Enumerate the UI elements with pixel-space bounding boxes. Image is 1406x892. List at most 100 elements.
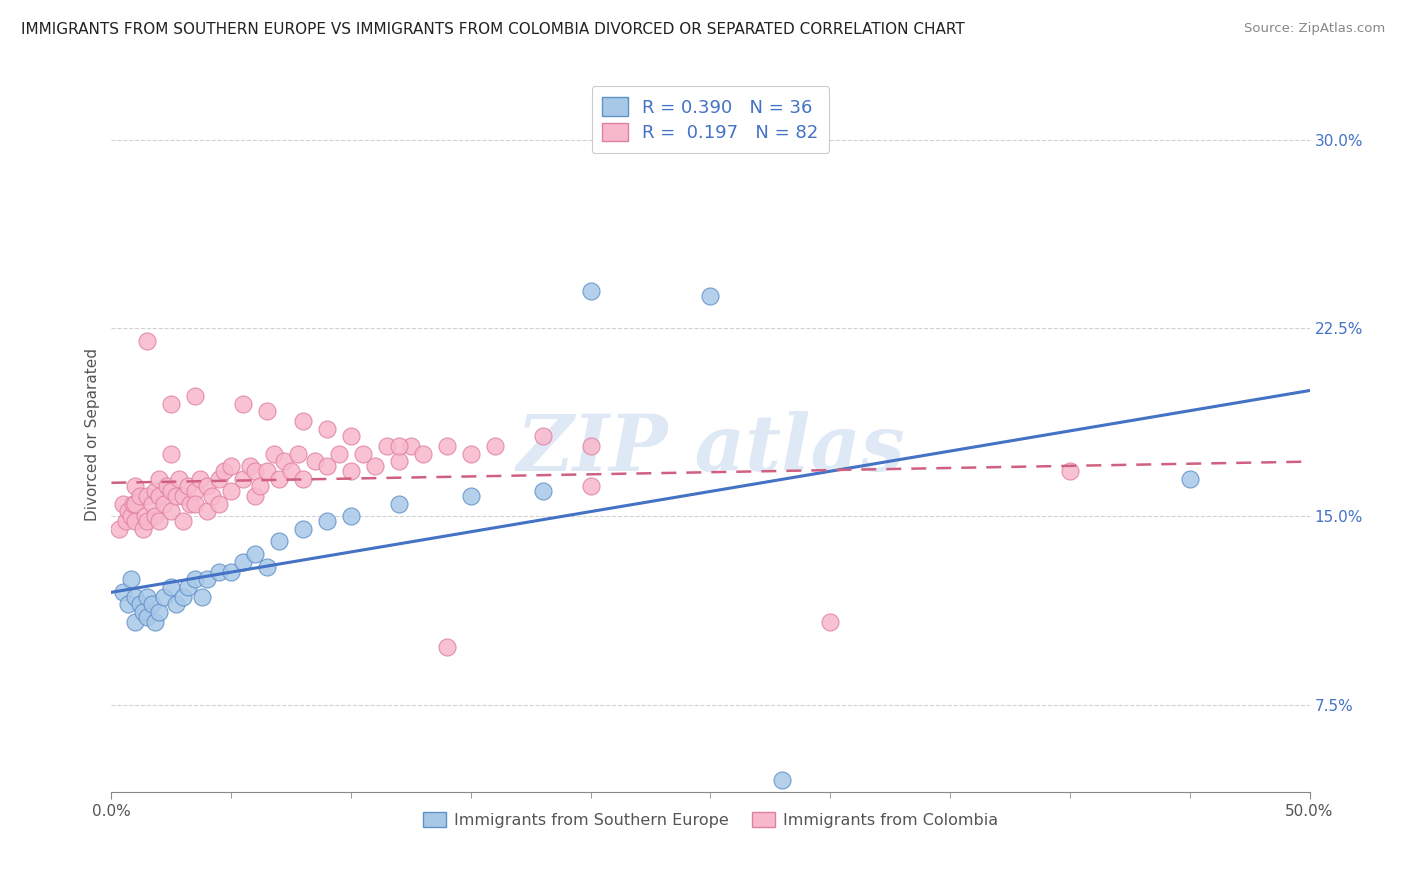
Point <box>160 504 183 518</box>
Point <box>364 459 387 474</box>
Point <box>316 421 339 435</box>
Point <box>239 459 262 474</box>
Point <box>112 497 135 511</box>
Point <box>263 447 285 461</box>
Point <box>160 447 183 461</box>
Point <box>120 509 142 524</box>
Point <box>148 472 170 486</box>
Point <box>153 497 176 511</box>
Point <box>328 447 350 461</box>
Point <box>184 572 207 586</box>
Point <box>124 497 146 511</box>
Point <box>177 479 200 493</box>
Point <box>1059 464 1081 478</box>
Point <box>316 515 339 529</box>
Point <box>165 489 187 503</box>
Point <box>232 472 254 486</box>
Point <box>256 464 278 478</box>
Point <box>212 464 235 478</box>
Point <box>256 404 278 418</box>
Point <box>124 479 146 493</box>
Point <box>177 580 200 594</box>
Text: ZIP atlas: ZIP atlas <box>516 411 905 487</box>
Point <box>117 504 139 518</box>
Point <box>167 472 190 486</box>
Point <box>195 504 218 518</box>
Point <box>153 590 176 604</box>
Point <box>120 572 142 586</box>
Point <box>131 605 153 619</box>
Point <box>269 534 291 549</box>
Point <box>129 597 152 611</box>
Point <box>256 559 278 574</box>
Point <box>316 459 339 474</box>
Point <box>243 464 266 478</box>
Point <box>579 439 602 453</box>
Point <box>148 515 170 529</box>
Point <box>436 439 458 453</box>
Point <box>143 484 166 499</box>
Point <box>208 565 231 579</box>
Point <box>340 429 363 443</box>
Point <box>219 565 242 579</box>
Point <box>136 590 159 604</box>
Point <box>136 489 159 503</box>
Point <box>124 590 146 604</box>
Point <box>160 580 183 594</box>
Point <box>531 429 554 443</box>
Point <box>460 447 482 461</box>
Point <box>141 497 163 511</box>
Point <box>117 597 139 611</box>
Point <box>292 414 315 428</box>
Legend: Immigrants from Southern Europe, Immigrants from Colombia: Immigrants from Southern Europe, Immigra… <box>416 806 1004 834</box>
Point <box>195 479 218 493</box>
Point <box>188 472 211 486</box>
Point <box>136 609 159 624</box>
Point <box>134 509 156 524</box>
Point <box>1178 472 1201 486</box>
Point <box>243 547 266 561</box>
Point <box>388 497 411 511</box>
Point <box>219 459 242 474</box>
Point <box>172 515 194 529</box>
Point <box>160 396 183 410</box>
Text: IMMIGRANTS FROM SOUTHERN EUROPE VS IMMIGRANTS FROM COLOMBIA DIVORCED OR SEPARATE: IMMIGRANTS FROM SOUTHERN EUROPE VS IMMIG… <box>21 22 965 37</box>
Point <box>141 597 163 611</box>
Point <box>124 515 146 529</box>
Point <box>340 509 363 524</box>
Point <box>388 454 411 468</box>
Point <box>273 454 295 468</box>
Point <box>143 615 166 629</box>
Point <box>184 484 207 499</box>
Text: Source: ZipAtlas.com: Source: ZipAtlas.com <box>1244 22 1385 36</box>
Point <box>124 615 146 629</box>
Point <box>136 515 159 529</box>
Point <box>287 447 309 461</box>
Point <box>131 522 153 536</box>
Point <box>148 489 170 503</box>
Point <box>201 489 224 503</box>
Point <box>531 484 554 499</box>
Point <box>579 284 602 298</box>
Point <box>155 479 177 493</box>
Point <box>280 464 302 478</box>
Point <box>172 590 194 604</box>
Point <box>129 489 152 503</box>
Point <box>122 497 145 511</box>
Point <box>148 605 170 619</box>
Point <box>143 509 166 524</box>
Point <box>243 489 266 503</box>
Point <box>184 497 207 511</box>
Point <box>820 615 842 629</box>
Point <box>388 439 411 453</box>
Point <box>340 464 363 478</box>
Point <box>292 472 315 486</box>
Point <box>232 396 254 410</box>
Point <box>436 640 458 654</box>
Point <box>107 522 129 536</box>
Y-axis label: Divorced or Separated: Divorced or Separated <box>86 349 100 521</box>
Point <box>579 479 602 493</box>
Point <box>114 515 136 529</box>
Point <box>460 489 482 503</box>
Point <box>232 555 254 569</box>
